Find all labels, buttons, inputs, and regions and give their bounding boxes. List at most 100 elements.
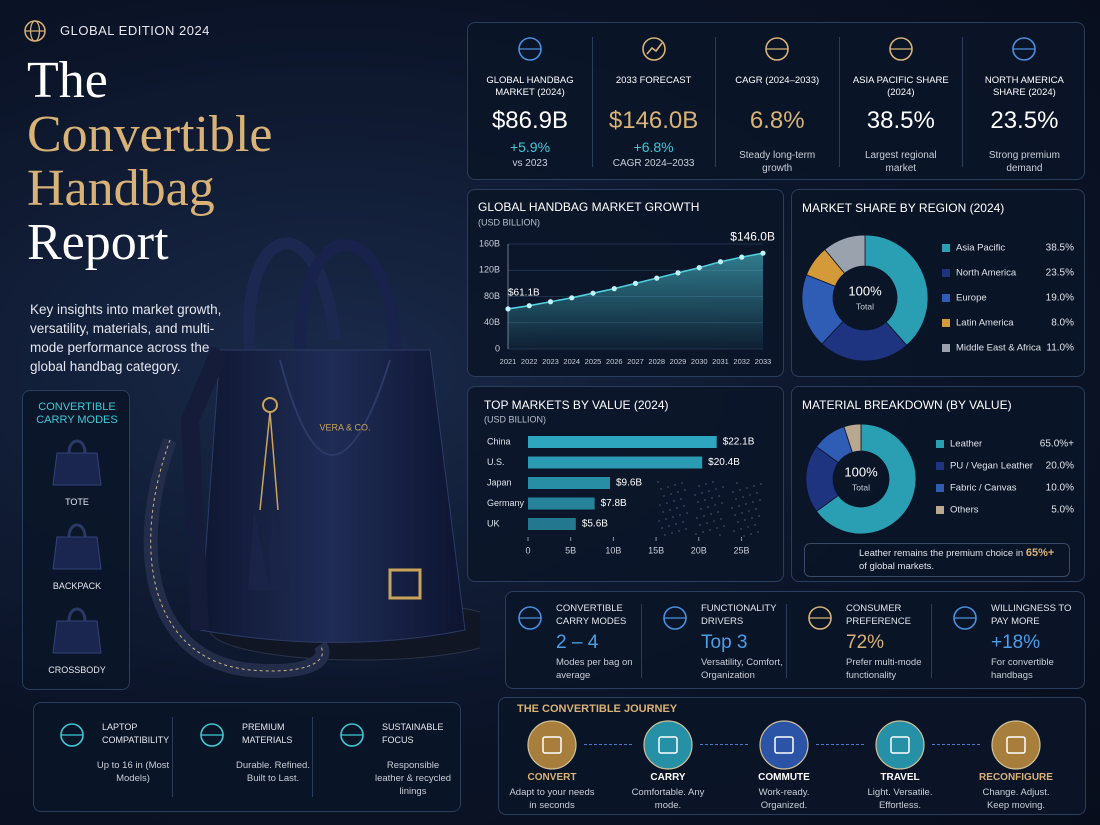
map-dot <box>716 527 718 529</box>
y-tick-label: China <box>487 436 511 446</box>
x-tick-label: 2032 <box>733 357 750 366</box>
divider <box>172 717 173 797</box>
title-line: The <box>27 52 108 109</box>
map-dot <box>696 517 698 519</box>
legend-swatch <box>936 506 944 514</box>
legend-label: Middle East & Africa <box>956 343 1042 354</box>
legend-label: Asia Pacific <box>956 243 1005 254</box>
map-dot <box>720 518 722 520</box>
icon-shape <box>67 523 87 538</box>
chart-title: GLOBAL HANDBAG MARKET GROWTH <box>478 200 699 214</box>
legend-label: Fabric / Canvas <box>950 483 1017 494</box>
divider <box>312 717 313 797</box>
map-dot <box>665 518 667 520</box>
icon-shape <box>542 736 562 754</box>
legend-swatch <box>942 269 950 277</box>
mode-icon <box>52 439 102 486</box>
panel-title: THE CONVERTIBLE JOURNEY <box>517 703 678 715</box>
legend-swatch <box>936 462 944 470</box>
value-label: $9.6B <box>616 478 642 489</box>
x-tick-label: 2028 <box>648 357 665 366</box>
step-icon <box>527 720 577 770</box>
y-tick-label: Germany <box>487 498 525 508</box>
arrow <box>932 744 980 745</box>
bag-brand: VERA & CO. <box>319 422 370 432</box>
map-dot <box>746 487 748 489</box>
legend-label: Europe <box>956 293 987 304</box>
map-dot <box>734 514 736 516</box>
value-label: 23.5% <box>1046 268 1074 279</box>
icon-shape <box>52 536 102 570</box>
map-dot <box>744 519 746 521</box>
map-dot <box>721 502 723 504</box>
step-name: CONVERT <box>527 772 577 783</box>
x-tick-label: 2026 <box>606 357 623 366</box>
legend-swatch <box>936 440 944 448</box>
features-panel: LAPTOP COMPATIBILITY Up to 16 in (Most Mo… <box>33 702 461 812</box>
arrow <box>584 744 632 745</box>
map-dot <box>753 485 755 487</box>
feature-title: LAPTOP COMPATIBILITY <box>102 722 170 745</box>
center-sublabel: Total <box>856 301 874 311</box>
value-label: $5.6B <box>582 519 608 530</box>
x-tick-label: 0 <box>525 545 530 555</box>
x-tick-label: 2021 <box>500 357 517 366</box>
map-dot <box>733 530 735 532</box>
y-tick-label: 120B <box>479 265 500 275</box>
icon-shape <box>67 439 87 454</box>
step-text: Comfortable. Any mode. <box>631 787 705 811</box>
kpi-label: CAGR (2024–2033) <box>735 75 820 86</box>
icon <box>641 37 666 61</box>
step-icon <box>759 720 809 770</box>
stat-value: 72% <box>846 632 885 653</box>
map-dot <box>671 532 673 534</box>
chart: TOP MARKETS BY VALUE (2024) (USD BILLION)… <box>484 398 762 555</box>
feature-title: SUSTAINABLE FOCUS <box>382 722 444 745</box>
kpi-note: CAGR 2024–2033 <box>612 158 695 169</box>
x-tick-label: 2025 <box>585 357 602 366</box>
map-dot <box>673 500 675 502</box>
description: Key insights into market growth, versati… <box>30 302 222 374</box>
kpi-value: 23.5% <box>990 107 1059 134</box>
data-label: $146.0B <box>730 229 775 243</box>
icon-shape <box>1006 736 1026 754</box>
x-tick-label: 5B <box>565 545 576 555</box>
map-dot <box>682 521 684 523</box>
map-dot <box>742 496 744 498</box>
point <box>654 275 660 281</box>
map-dot <box>661 527 663 529</box>
point <box>526 303 532 309</box>
map-dot <box>704 499 706 501</box>
kpi-note: Strong premium demand <box>988 150 1060 174</box>
x-tick-label: 2023 <box>542 357 559 366</box>
icon-shape <box>658 736 678 754</box>
kpi-note: Steady long-term growth <box>739 150 816 174</box>
kpi-label: 2033 FORECAST <box>615 75 692 86</box>
icon-shape <box>759 720 809 770</box>
icon <box>60 723 84 747</box>
map-dot <box>677 491 679 493</box>
stat-note: Prefer multi-mode functionality <box>846 657 922 681</box>
map-dot <box>759 499 761 501</box>
x-tick-label: 2027 <box>627 357 644 366</box>
chart: MATERIAL BREAKDOWN (BY VALUE) Leather 65.0… <box>802 398 1074 535</box>
chart-panel: GLOBAL HANDBAG MARKET GROWTH (USD BILLION… <box>467 189 784 377</box>
point <box>547 299 554 305</box>
material-note: Leather remains the premium choice in 65… <box>804 543 1070 577</box>
kpi-note: Largest regional market <box>864 150 937 174</box>
map-dot <box>714 504 716 506</box>
chart-panel: MARKET SHARE BY REGION (2024) Asia Pacifi… <box>791 189 1085 377</box>
map-dot <box>756 492 758 494</box>
feature-text: Up to 16 in (Most Models) <box>96 760 170 784</box>
value-label: 8.0% <box>1051 318 1074 329</box>
map-dot <box>705 483 707 485</box>
map-dot <box>698 485 700 487</box>
y-tick-label: 0 <box>495 343 500 353</box>
divider <box>591 37 593 167</box>
map-dot <box>680 498 682 500</box>
stat-value: +18% <box>991 632 1041 653</box>
point <box>590 290 596 296</box>
map-dot <box>735 498 737 500</box>
map-dot <box>712 481 714 483</box>
